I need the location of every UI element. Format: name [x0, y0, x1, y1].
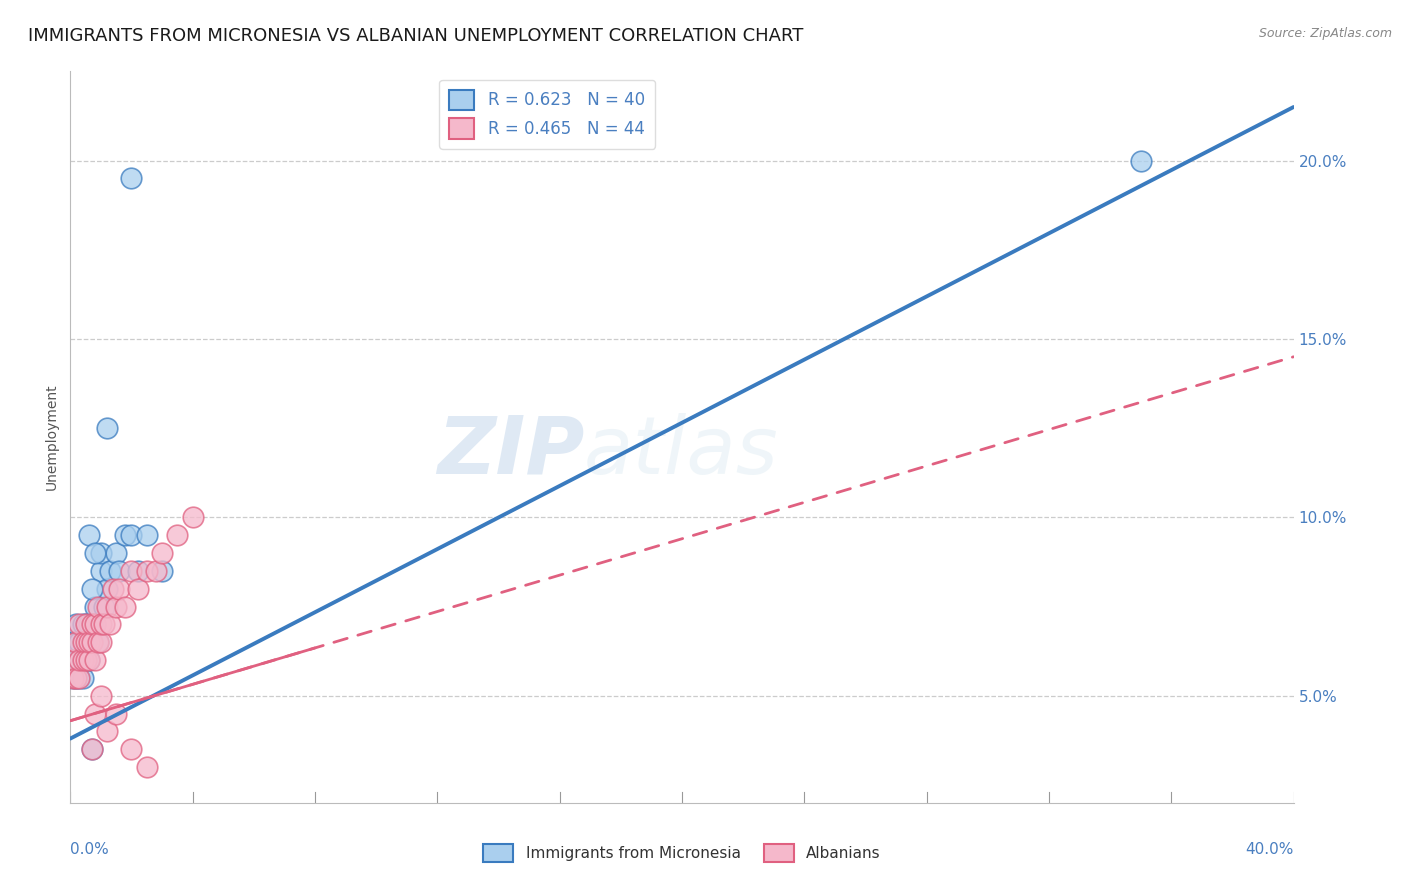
Point: [150, 546, 173, 560]
Text: ZIP: ZIP: [437, 413, 583, 491]
Point: [108, 582, 131, 596]
Point: [69, 635, 91, 649]
Point: [121, 171, 143, 186]
Point: [75, 635, 97, 649]
Point: [75, 653, 97, 667]
Point: [77, 528, 100, 542]
Text: 40.0%: 40.0%: [1246, 842, 1294, 856]
Point: [83, 706, 105, 721]
Point: [72, 653, 94, 667]
Point: [83, 599, 105, 614]
Point: [69, 653, 91, 667]
Text: atlas: atlas: [583, 413, 779, 491]
Point: [93, 599, 115, 614]
Point: [96, 724, 118, 739]
Point: [83, 617, 105, 632]
Point: [72, 671, 94, 685]
Point: [80, 635, 103, 649]
Point: [181, 510, 204, 524]
Point: [69, 617, 91, 632]
Point: [72, 617, 94, 632]
Point: [108, 564, 131, 578]
Point: [83, 617, 105, 632]
Text: IMMIGRANTS FROM MICRONESIA VS ALBANIAN UNEMPLOYMENT CORRELATION CHART: IMMIGRANTS FROM MICRONESIA VS ALBANIAN U…: [28, 27, 803, 45]
Point: [80, 582, 103, 596]
Point: [65, 617, 87, 632]
Point: [105, 599, 128, 614]
Point: [80, 617, 103, 632]
Point: [80, 635, 103, 649]
Point: [101, 582, 124, 596]
Point: [77, 635, 100, 649]
Point: [87, 599, 110, 614]
Point: [121, 742, 143, 756]
Point: [145, 564, 167, 578]
Point: [72, 635, 94, 649]
Legend: Immigrants from Micronesia, Albanians: Immigrants from Micronesia, Albanians: [477, 838, 887, 868]
Point: [83, 546, 105, 560]
Point: [105, 546, 128, 560]
Point: [62, 635, 84, 649]
Point: [72, 653, 94, 667]
Point: [87, 635, 110, 649]
Point: [90, 689, 112, 703]
Point: [98, 564, 121, 578]
Point: [121, 564, 143, 578]
Point: [75, 617, 97, 632]
Point: [65, 635, 87, 649]
Point: [62, 671, 84, 685]
Point: [62, 671, 84, 685]
Point: [75, 635, 97, 649]
Point: [62, 653, 84, 667]
Point: [80, 617, 103, 632]
Point: [83, 653, 105, 667]
Point: [114, 528, 136, 542]
Text: 0.0%: 0.0%: [70, 842, 110, 856]
Point: [90, 617, 112, 632]
Point: [75, 653, 97, 667]
Point: [90, 635, 112, 649]
Point: [65, 653, 87, 667]
Point: [65, 671, 87, 685]
Point: [150, 564, 173, 578]
Point: [105, 706, 128, 721]
Point: [1129, 153, 1152, 168]
Point: [77, 653, 100, 667]
Point: [135, 760, 157, 774]
Y-axis label: Unemployment: Unemployment: [45, 384, 59, 491]
Point: [114, 599, 136, 614]
Point: [90, 564, 112, 578]
Point: [121, 528, 143, 542]
Point: [80, 742, 103, 756]
Point: [96, 599, 118, 614]
Point: [77, 617, 100, 632]
Point: [87, 635, 110, 649]
Point: [69, 671, 91, 685]
Point: [135, 528, 157, 542]
Point: [127, 582, 149, 596]
Point: [93, 617, 115, 632]
Point: [90, 546, 112, 560]
Point: [127, 564, 149, 578]
Point: [135, 564, 157, 578]
Point: [69, 653, 91, 667]
Point: [96, 421, 118, 435]
Point: [69, 671, 91, 685]
Point: [96, 582, 118, 596]
Point: [65, 671, 87, 685]
Point: [80, 742, 103, 756]
Point: [75, 617, 97, 632]
Point: [98, 617, 121, 632]
Point: [166, 528, 188, 542]
Point: [77, 653, 100, 667]
Text: Source: ZipAtlas.com: Source: ZipAtlas.com: [1258, 27, 1392, 40]
